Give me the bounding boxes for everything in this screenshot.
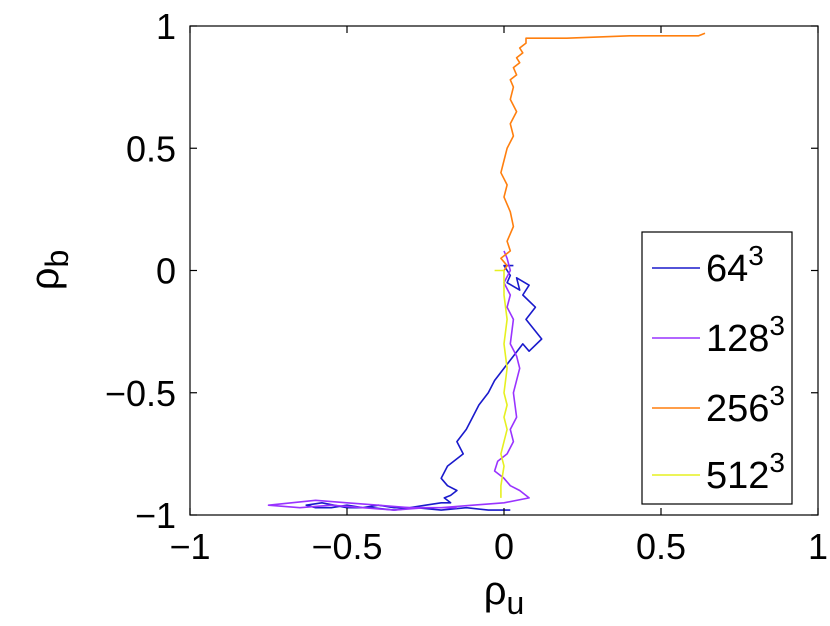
y-tick-label: −0.5 bbox=[105, 373, 176, 414]
x-tick-label: 0.5 bbox=[636, 526, 686, 567]
y-tick-label: 0.5 bbox=[126, 128, 176, 169]
y-tick-label: 1 bbox=[156, 6, 176, 47]
legend-box bbox=[641, 231, 793, 505]
y-axis-label: ρb bbox=[23, 250, 75, 291]
axis-layer: −1 −0.5 0 0.5 1 −1 −0.5 0 0.5 1 bbox=[105, 6, 828, 567]
series-line-64 bbox=[305, 264, 543, 511]
series-layer bbox=[267, 32, 706, 511]
legend-label-512: 5123 bbox=[706, 447, 785, 497]
y-axis-label-base: ρ bbox=[23, 268, 67, 291]
x-tick-label: −0.5 bbox=[311, 526, 382, 567]
y-axis-label-sub: b bbox=[39, 250, 75, 268]
x-tick-label: 0 bbox=[494, 526, 514, 567]
x-axis-label-base: ρ bbox=[484, 569, 507, 613]
y-tick-label: 0 bbox=[156, 251, 176, 292]
legend-label-128: 1283 bbox=[706, 310, 785, 360]
legend-label-256: 2563 bbox=[706, 380, 785, 430]
legend-label-64: 643 bbox=[706, 240, 764, 290]
x-axis-label: ρu bbox=[484, 569, 525, 621]
series-line-256 bbox=[500, 32, 706, 271]
y-tick-label: −1 bbox=[135, 495, 176, 536]
series-line-512 bbox=[494, 269, 508, 498]
series-line-128 bbox=[267, 250, 530, 511]
legend: 643 1283 2563 5123 bbox=[641, 231, 793, 505]
x-tick-label: −1 bbox=[169, 526, 210, 567]
x-tick-label: 1 bbox=[808, 526, 828, 567]
x-axis-label-sub: u bbox=[506, 585, 524, 621]
